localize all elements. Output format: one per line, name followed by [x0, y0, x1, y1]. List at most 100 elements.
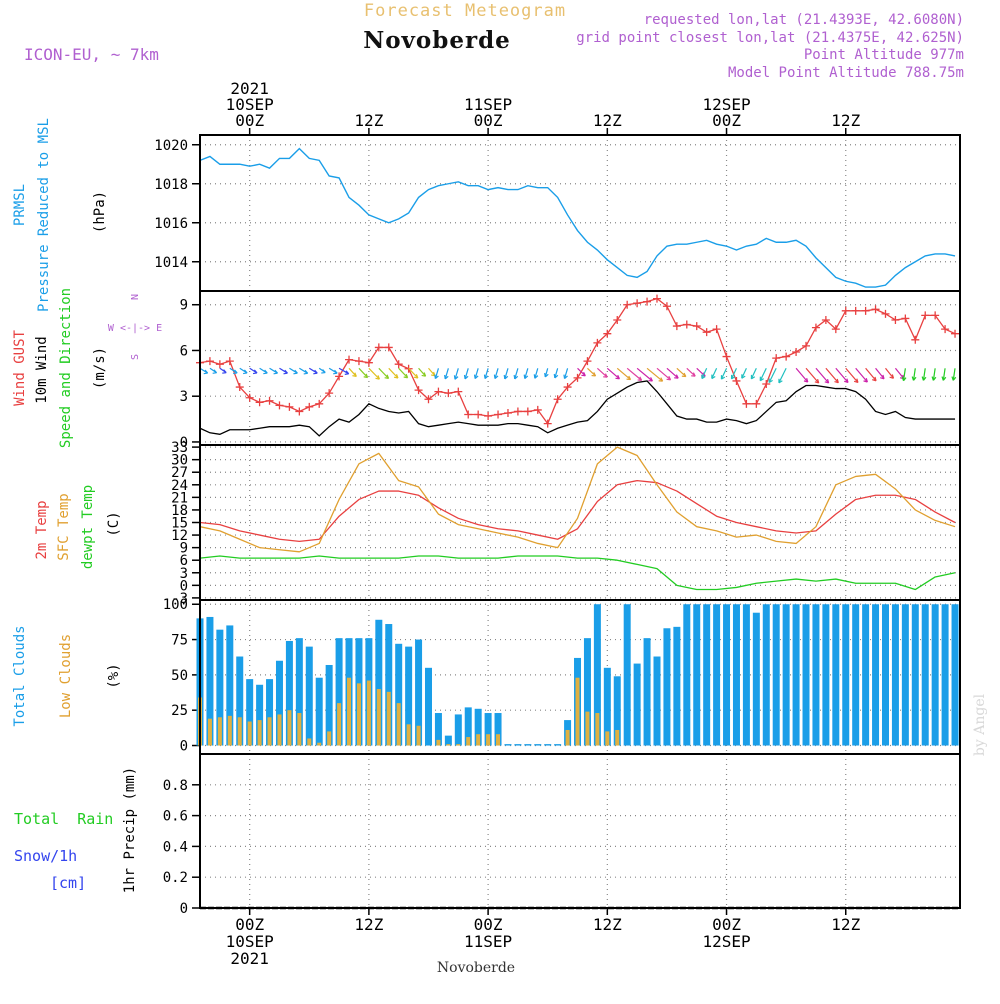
x-label-top: 00Z [235, 111, 264, 130]
wind-arrow [885, 367, 894, 379]
total-cloud-bar [583, 638, 591, 746]
wind-gust-label: Wind GUST [12, 330, 28, 406]
wind-arrow [730, 368, 738, 380]
total-cloud-bar [703, 604, 711, 746]
sfc-temp-label: SFC Temp [56, 493, 72, 560]
y-tick-label: 1020 [154, 138, 188, 154]
gust-marker [811, 323, 820, 332]
total-rain-label: Total Rain [14, 810, 113, 828]
total-cloud-bar [454, 714, 462, 746]
wind-arrow [942, 368, 946, 381]
wind-arrow-head [814, 378, 820, 384]
wind-arrow [676, 367, 687, 378]
gust-marker [513, 407, 522, 416]
total-cloud-bar [524, 744, 532, 746]
total-cloud-bar [663, 628, 671, 746]
total-cloud-bar [424, 667, 432, 746]
gust-marker [384, 343, 393, 352]
wind-arrow [902, 368, 906, 381]
total-cloud-bar [434, 713, 442, 746]
wind-arrow-head [648, 377, 653, 382]
wind-arrow-head [921, 376, 927, 381]
gust-marker [861, 306, 870, 315]
y-tick-label: 0.4 [163, 839, 188, 855]
forecast-title: Forecast Meteogram [364, 1, 566, 21]
low-cloud-bar [237, 717, 242, 746]
total-cloud-bar [872, 604, 880, 746]
low-cloud-bar [595, 713, 600, 746]
y-tick-label: 0 [180, 901, 188, 917]
model-altitude: Model Point Altitude 788.75m [728, 65, 964, 81]
wind-arrow-head [674, 374, 679, 379]
gust-marker [484, 412, 493, 421]
gust-marker [782, 352, 791, 361]
wind-arrow-head [666, 375, 672, 381]
wind-arrow [408, 367, 419, 379]
wind-arrow-head [626, 375, 632, 381]
wind-arrow [544, 368, 549, 378]
x-label-bottom: 00Z [235, 915, 264, 934]
celsius-unit: (C) [106, 511, 122, 536]
wind-arrow [815, 367, 830, 384]
y-tick-label: 1018 [154, 177, 188, 193]
wind-arrow [932, 368, 936, 381]
x-label-top: 12Z [593, 111, 622, 130]
total-cloud-bar [285, 640, 293, 746]
wind-arrow [720, 368, 728, 380]
low-cloud-bar [615, 729, 620, 746]
total-clouds-bars [196, 604, 959, 746]
y-tick-label: 1014 [154, 255, 188, 271]
wind-arrow [835, 367, 849, 383]
wind-arrow [514, 368, 519, 380]
gust-marker [633, 299, 642, 308]
gust-marker [345, 355, 354, 364]
gust-marker [374, 343, 383, 352]
wind-arrow [577, 367, 586, 377]
wind-arrow [596, 367, 608, 378]
wind-arrow [524, 368, 529, 379]
wind-arrow [358, 367, 369, 378]
gust-marker [245, 393, 254, 402]
wind-arrow-head [637, 376, 643, 381]
precip-unit: 1hr Precip (mm) [122, 767, 138, 893]
wind-arrow [759, 368, 767, 381]
wind-arrow-head [768, 378, 773, 384]
total-cloud-bar [335, 638, 343, 746]
total-cloud-bar [305, 646, 313, 746]
x-label-top: 11SEP [464, 95, 512, 114]
wind-arrow-head [421, 372, 427, 377]
total-cloud-bar [325, 664, 333, 746]
wind-arrow-head [563, 374, 568, 380]
low-cloud-bar [476, 734, 481, 746]
wind-arrow-head [591, 372, 597, 377]
y-tick-label: 0.6 [163, 809, 188, 825]
total-cloud-bar [752, 612, 760, 746]
wind-arrow-head [615, 374, 620, 380]
gust-marker [772, 354, 781, 363]
total-cloud-bar [852, 604, 860, 746]
wind-arrow-head [321, 369, 326, 374]
wind-arrow-head [544, 372, 549, 378]
gust-marker [295, 407, 304, 416]
wind-arrow [922, 368, 926, 381]
wind-arrow-head [834, 378, 839, 384]
wind-arrow [616, 367, 631, 381]
y-tick-label: 12 [171, 528, 188, 544]
gust-marker [911, 335, 920, 344]
total-cloud-bar [713, 604, 721, 746]
y-tick-label: 0.2 [163, 870, 188, 886]
wind-arrow-head [901, 376, 907, 382]
y-tick-label: 50 [171, 668, 188, 684]
gust-marker [831, 325, 840, 334]
panel2-labels: Wind GUST 10m Wind Speed and Direction (… [12, 288, 162, 448]
y-tick-label: 33 [171, 440, 188, 456]
wind-arrow-head [434, 374, 439, 380]
gust-marker [364, 358, 373, 367]
gust-marker [951, 329, 960, 338]
gust-marker [285, 402, 294, 411]
wind-arrow-head [403, 373, 409, 379]
total-cloud-bar [732, 604, 740, 746]
wind-arrow-head [363, 373, 369, 379]
wind-arrow [388, 367, 399, 379]
low-cloud-bar [585, 711, 590, 746]
